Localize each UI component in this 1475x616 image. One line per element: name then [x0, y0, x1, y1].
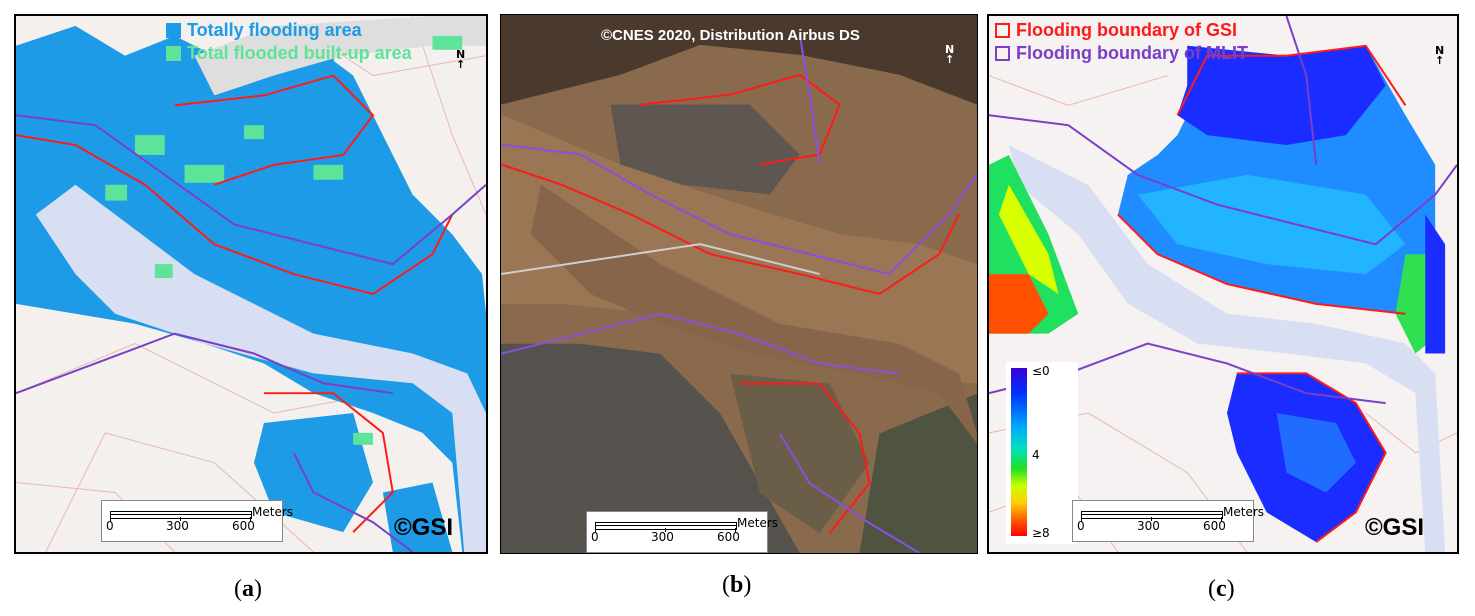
- river-shape: [35, 184, 486, 552]
- caption-c: (c): [1208, 576, 1235, 602]
- legend-swatch-flooding-area: [166, 23, 181, 38]
- panel-a-map-graphic: [16, 16, 486, 552]
- depth-colorbar-gradient: [1011, 368, 1027, 536]
- legend-swatch-built-up: [166, 46, 181, 61]
- scale-number-600: 600: [232, 519, 255, 533]
- north-arrow-icon: N ↑: [945, 43, 955, 66]
- panel-a-credit: ©GSI: [394, 514, 454, 541]
- depth-colorbar: ≤0 4 ≥8: [1006, 362, 1078, 544]
- caption-a: (a): [234, 576, 262, 602]
- colorbar-label-mid: 4: [1032, 448, 1040, 462]
- panel-a-legend: Totally flooding area Total flooded buil…: [166, 20, 412, 64]
- legend-label-built-up: Total flooded built-up area: [187, 43, 412, 63]
- north-arrow-icon: N ↑: [1435, 44, 1445, 67]
- flooded-built-up-shapes: [105, 35, 463, 445]
- scale-number-0: 0: [1077, 519, 1085, 533]
- colorbar-label-min: ≤0: [1032, 364, 1050, 378]
- scale-unit: Meters: [737, 516, 779, 530]
- panel-b-credit: ©CNES 2020, Distribution Airbus DS: [601, 27, 860, 44]
- panel-a-flood-map: Totally flooding area Total flooded buil…: [14, 14, 488, 554]
- legend-label-flooding-area: Totally flooding area: [187, 20, 362, 40]
- panel-c-credit: ©GSI: [1365, 514, 1425, 541]
- scale-number-0: 0: [591, 530, 599, 544]
- legend-item-gsi-boundary: Flooding boundary of GSI: [995, 20, 1248, 41]
- scale-number-300: 300: [166, 519, 189, 533]
- caption-b: (b): [722, 572, 752, 598]
- scale-unit: Meters: [252, 505, 294, 519]
- scale-number-600: 600: [1203, 519, 1226, 533]
- north-label: N: [456, 48, 466, 61]
- caption-b-letter: b: [730, 572, 744, 598]
- scale-unit: Meters: [1223, 505, 1265, 519]
- north-label: N: [945, 43, 955, 56]
- panel-c-depth-map: Flooding boundary of GSI Flooding bounda…: [987, 14, 1459, 554]
- panel-a-scale-bar: 0 300 600 Meters: [101, 500, 293, 542]
- panel-b-satellite-image: ©CNES 2020, Distribution Airbus DS N ↑ 0 …: [500, 14, 978, 554]
- panel-b-map-graphic: [501, 15, 977, 553]
- caption-c-letter: c: [1216, 576, 1227, 602]
- legend-swatch-gsi-boundary: [995, 23, 1010, 38]
- legend-item-mlit-boundary: Flooding boundary of MLIT: [995, 43, 1248, 64]
- scale-number-600: 600: [717, 530, 740, 544]
- panel-b-scale-bar: 0 300 600 Meters: [586, 511, 778, 553]
- scale-number-0: 0: [106, 519, 114, 533]
- legend-item-flooding-area: Totally flooding area: [166, 20, 412, 41]
- caption-a-letter: a: [242, 576, 254, 602]
- panel-c-legend: Flooding boundary of GSI Flooding bounda…: [995, 20, 1248, 64]
- north-arrow-icon: N ↑: [456, 48, 466, 71]
- legend-label-mlit-boundary: Flooding boundary of MLIT: [1016, 43, 1248, 63]
- scale-number-300: 300: [1137, 519, 1160, 533]
- legend-item-built-up: Total flooded built-up area: [166, 43, 412, 64]
- colorbar-label-max: ≥8: [1032, 526, 1050, 540]
- legend-label-gsi-boundary: Flooding boundary of GSI: [1016, 20, 1237, 40]
- north-label: N: [1435, 44, 1445, 57]
- panel-c-scale-bar: 0 300 600 Meters: [1072, 500, 1264, 542]
- scale-number-300: 300: [651, 530, 674, 544]
- legend-swatch-mlit-boundary: [995, 46, 1010, 61]
